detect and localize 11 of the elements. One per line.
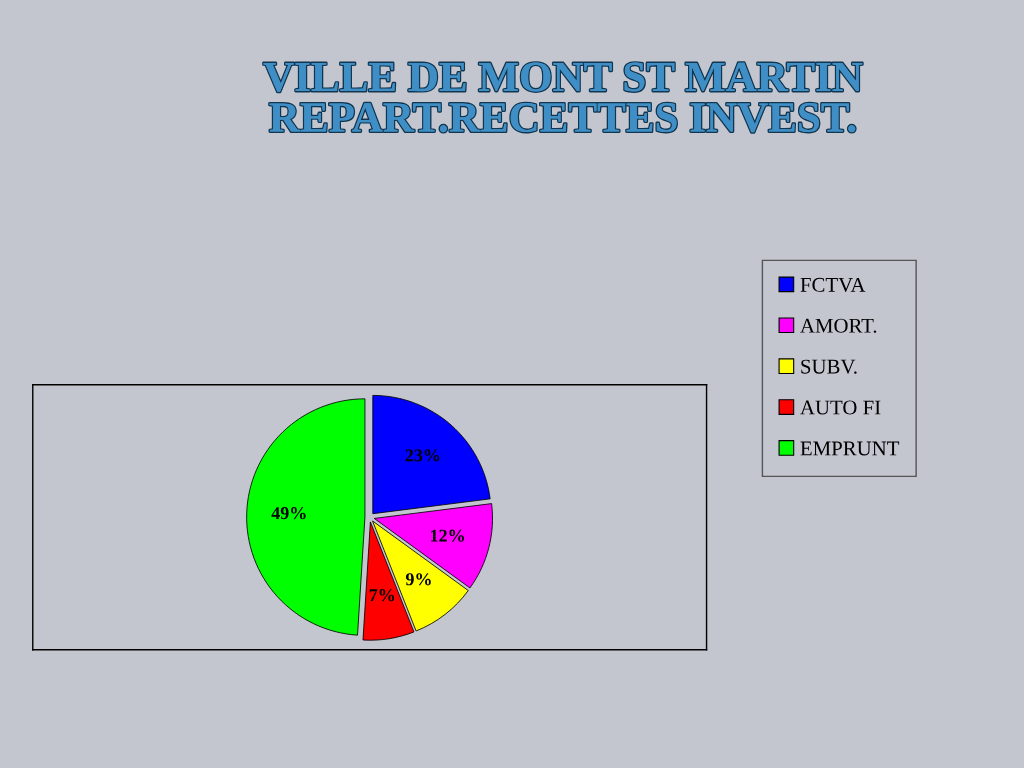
data-label: 12% [430, 529, 464, 542]
data-label: 23% [405, 449, 440, 462]
legend-label: FCTVA [800, 277, 866, 292]
chart-title: VILLE DE MONT ST MARTIN REPART.RECETTES INVEST. [263, 62, 863, 133]
legend-label: EMPRUNT [800, 441, 900, 456]
data-label: 7% [369, 589, 395, 602]
data-label: 49% [271, 507, 306, 520]
data-label: 9% [405, 573, 431, 586]
legend-label: SUBV. [801, 359, 857, 374]
legend-label: AUTO FI [800, 400, 881, 415]
legend-label: AMORT. [800, 318, 877, 333]
